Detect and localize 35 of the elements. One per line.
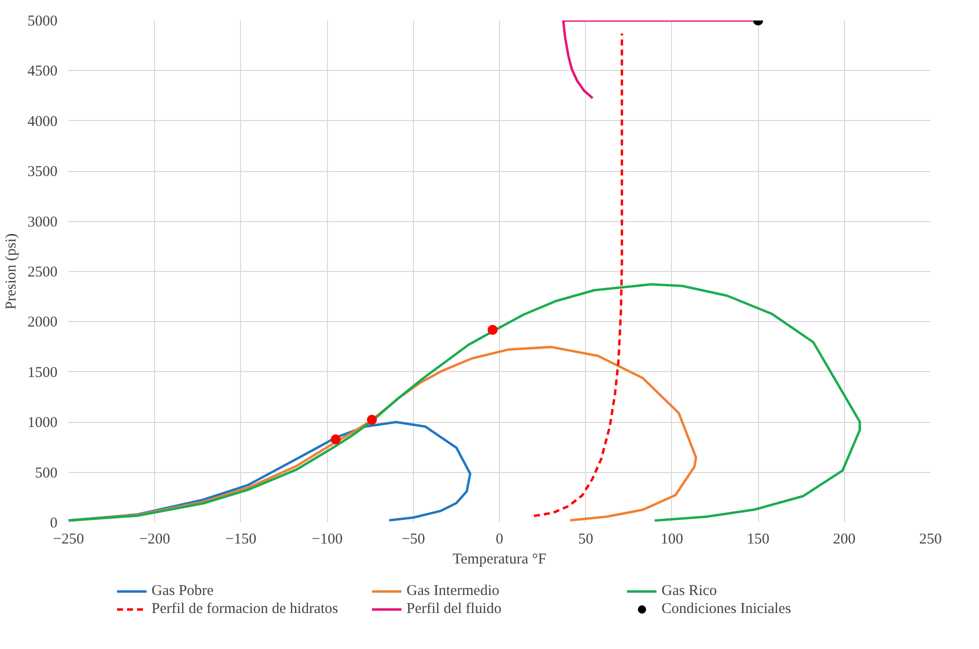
x-tick-label: 100 bbox=[660, 532, 684, 548]
x-tick-label: −100 bbox=[312, 532, 343, 548]
y-tick-label: 500 bbox=[35, 465, 58, 482]
legend-label: Perfil del fluido bbox=[406, 600, 502, 618]
y-tick-label: 4500 bbox=[28, 64, 58, 80]
x-tick-label: −50 bbox=[402, 532, 426, 548]
x-tick-label: 50 bbox=[578, 532, 594, 548]
legend-label: Perfil de formacion de hidratos bbox=[152, 600, 340, 618]
legend-label: Condiciones Iniciales bbox=[662, 600, 792, 618]
y-tick-label: 2000 bbox=[28, 314, 58, 331]
x-tick-label: 250 bbox=[919, 532, 942, 548]
x-tick-label: −250 bbox=[53, 532, 84, 548]
y-tick-label: 3000 bbox=[28, 214, 58, 230]
point bbox=[488, 324, 498, 335]
y-tick-label: 0 bbox=[50, 516, 58, 532]
legend-label: Gas Pobre bbox=[152, 582, 215, 600]
y-tick-label: 5000 bbox=[28, 14, 58, 30]
x-tick-label: −150 bbox=[225, 532, 256, 548]
y-tick-label: 1500 bbox=[28, 364, 58, 381]
y-tick-label: 3500 bbox=[28, 164, 58, 180]
x-tick-label: 200 bbox=[833, 532, 856, 548]
point bbox=[366, 414, 377, 425]
legend-label: Gas Rico bbox=[662, 582, 718, 600]
x-tick-label: 0 bbox=[496, 532, 504, 548]
y-axis-title: Presion (psi) bbox=[4, 233, 20, 310]
x-tick-label: 150 bbox=[746, 532, 770, 548]
y-tick-label: 2500 bbox=[28, 264, 58, 280]
line-series bbox=[68, 283, 862, 522]
x-axis-title: Temperatura °F bbox=[452, 552, 546, 568]
legend-label: Gas Intermedio bbox=[406, 582, 500, 600]
y-tick-label: 1000 bbox=[28, 415, 58, 432]
y-tick-label: 4000 bbox=[28, 114, 58, 130]
x-tick-label: −200 bbox=[139, 532, 170, 548]
point bbox=[330, 434, 341, 444]
line-series bbox=[532, 32, 624, 518]
